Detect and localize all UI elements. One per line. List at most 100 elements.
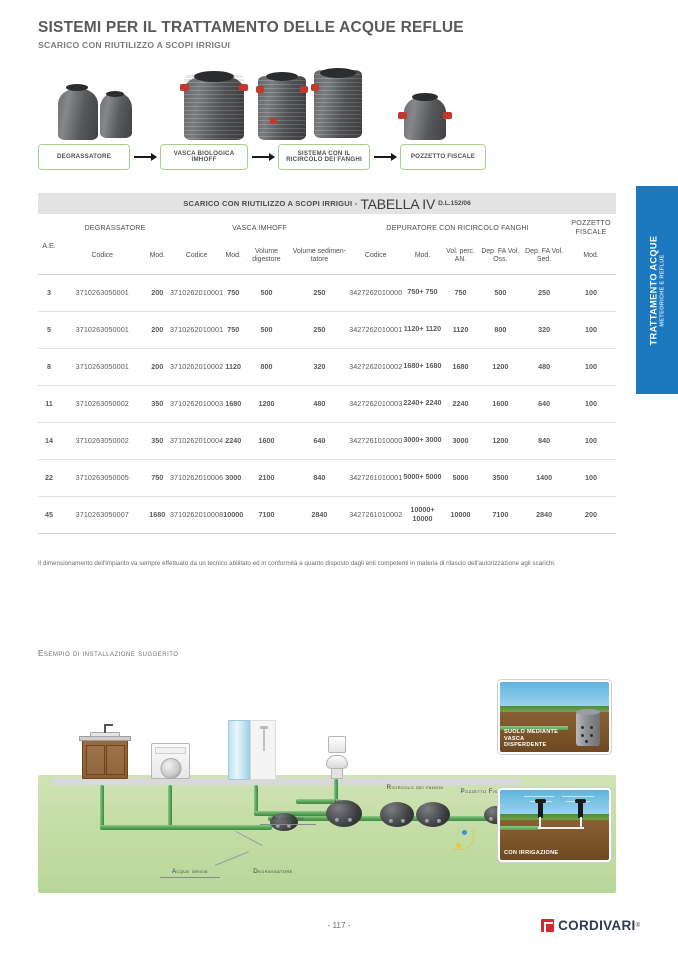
cell-volume-digestore: 2100 [243, 459, 290, 497]
cell-degr-codice: 3710263050002 [60, 385, 145, 423]
cell-dep-fa-sed: 250 [522, 274, 566, 312]
table-body: 3 3710263050001 200 3710262010001 750 50… [38, 274, 616, 534]
treatment-line-pipe [268, 816, 468, 821]
irrigation-line [538, 827, 584, 829]
trademark-icon: ® [635, 922, 640, 929]
flow-step-degrassatore[interactable]: DEGRASSATORE [38, 144, 130, 170]
cell-imhoff-mod: 2240 [223, 422, 244, 460]
cell-volume-digestore: 1600 [243, 422, 290, 460]
cell-degr-mod: 350 [144, 422, 170, 460]
col-dep-fa-vol-oss: Dep. FA Vol. Oss. [478, 242, 523, 275]
inset-inlet-pipe [500, 726, 568, 730]
toilet-base-icon [331, 768, 343, 779]
grey-water-main-pipe [100, 825, 272, 830]
table-row: 5 3710263050001 200 3710262010001 750 50… [38, 311, 616, 349]
cell-dep-fa-sed: 320 [522, 311, 566, 349]
cell-dep-fa-oss: 1600 [478, 385, 523, 423]
table-title-band: SCARICO CON RIUTILIZZO A SCOPI IRRIGUI -… [38, 193, 616, 214]
cell-dep-fa-oss: 500 [478, 274, 523, 312]
cell-imhoff-codice: 3710262010002 [169, 348, 224, 386]
cell-dep-mod: 2240+ 2240 [402, 385, 443, 423]
cell-imhoff-codice: 3710262010003 [169, 385, 224, 423]
cell-degr-mod: 200 [144, 274, 170, 312]
col-degr-codice: Codice [60, 242, 145, 275]
cell-poz-mod: 100 [566, 274, 616, 312]
table-row: 3 3710263050001 200 3710262010001 750 50… [38, 274, 616, 312]
inset-con-irrigazione: CON IRRIGAZIONE [498, 788, 611, 862]
cell-vol-perc-an: 750 [442, 274, 479, 312]
table-band-main: TABELLA IV [360, 195, 436, 212]
label-acque-nere: Acque nere [260, 815, 316, 825]
product-photo-sistema-ricircolo [256, 64, 366, 140]
col-degr-mod: Mod. [144, 242, 170, 275]
cell-imhoff-codice: 3710262010008 [169, 496, 224, 534]
cell-degr-mod: 1680 [144, 496, 170, 534]
cell-dep-mod: 10000+ 10000 [402, 496, 443, 534]
label-imhoff: Imhoff [334, 799, 354, 806]
cell-imhoff-mod: 1680 [223, 385, 244, 423]
drop-pipe-toilet [334, 779, 338, 801]
cell-dep-codice: 3427262010003 [349, 385, 403, 423]
flow-step-label: SISTEMA CON IL RICIRCOLO DEI FANGHI [286, 149, 362, 163]
cell-dep-mod: 750+ 750 [402, 274, 443, 312]
flow-arrow-2 [252, 153, 275, 161]
flow-step-pozzetto-fiscale[interactable]: POZZETTO FISCALE [400, 144, 486, 170]
cell-ae: 22 [38, 459, 60, 497]
cell-degr-mod: 350 [144, 385, 170, 423]
product-photo-degrassatore [56, 82, 142, 140]
cell-degr-codice: 3710263050001 [60, 311, 145, 349]
brand-logo: CORDIVARI ® [541, 918, 640, 933]
table-row: 22 3710263050005 750 3710262010006 3000 … [38, 459, 616, 497]
group-degrassatore: DEGRASSATORE [84, 222, 146, 232]
degrassatore-tank-icon [270, 813, 298, 831]
flow-step-sistema-ricircolo[interactable]: SISTEMA CON IL RICIRCOLO DEI FANGHI [278, 144, 370, 170]
cell-dep-fa-sed: 1400 [522, 459, 566, 497]
section-side-tab[interactable]: TRATTAMENTO ACQUE METEORICHE E REFLUE [636, 186, 678, 394]
label-pozzetto-fiscale: Pozzetto Fiscale [460, 788, 510, 795]
side-tab-inner: TRATTAMENTO ACQUE METEORICHE E REFLUE [649, 235, 666, 345]
spray-line [562, 796, 594, 797]
cell-volume-digestore: 500 [243, 311, 290, 349]
cell-ae: 3 [38, 274, 60, 312]
group-pozzetto-fiscale: POZZETTO FISCALE [571, 218, 611, 236]
col-volume-digestore: Volume digestore [243, 242, 290, 275]
table-subheader-row: A.E. Codice Mod. Codice Mod. Volume dige… [38, 241, 616, 275]
cell-vol-perc-an: 1680 [442, 348, 479, 386]
cell-dep-fa-sed: 480 [522, 348, 566, 386]
cell-poz-mod: 100 [566, 348, 616, 386]
cell-dep-fa-oss: 800 [478, 311, 523, 349]
cell-ae: 14 [38, 422, 60, 460]
cell-volume-sedimentatore: 480 [289, 385, 350, 423]
group-depuratore: DEPURATORE CON RICIRCOLO FANGHI [386, 222, 529, 232]
cell-volume-sedimentatore: 250 [289, 274, 350, 312]
flow-step-vasca-imhoff[interactable]: VASCA BIOLOGICA IMHOFF [160, 144, 248, 170]
cell-dep-mod: 3000+ 3000 [402, 422, 443, 460]
spray-line [524, 796, 554, 797]
cell-volume-digestore: 500 [243, 274, 290, 312]
shower-panel-icon [228, 720, 250, 780]
label-degrassatore: Degrassatore [253, 868, 293, 875]
product-photo-pozzetto-fiscale [396, 90, 458, 140]
faucet-icon [104, 724, 113, 733]
washing-machine-icon [151, 743, 190, 779]
col-ae: A.E. [38, 241, 60, 275]
irrigation-riser-1 [539, 817, 541, 828]
drop-pipe-shower [254, 785, 258, 813]
cell-imhoff-mod: 750 [223, 311, 244, 349]
toilet-branch-pipe [296, 799, 340, 804]
page-number: - 117 - [327, 921, 351, 930]
cell-dep-fa-sed: 2840 [522, 496, 566, 534]
cell-vol-perc-an: 5000 [442, 459, 479, 497]
product-photo-vasca-imhoff [178, 68, 254, 140]
page-subtitle: SCARICO CON RIUTILIZZO A SCOPI IRRIGUI [38, 40, 231, 50]
cordivari-mark-icon [541, 919, 555, 932]
cell-imhoff-mod: 750 [223, 274, 244, 312]
cell-vol-perc-an: 10000 [442, 496, 479, 534]
cell-dep-codice: 3427261010002 [349, 496, 403, 534]
page-title: SISTEMI PER IL TRATTAMENTO DELLE ACQUE R… [38, 19, 464, 36]
cell-imhoff-codice: 3710262010001 [169, 274, 224, 312]
cell-dep-codice: 3427262010000 [349, 274, 403, 312]
cell-imhoff-mod: 10000 [223, 496, 244, 534]
drop-pipe-washer [168, 785, 172, 827]
